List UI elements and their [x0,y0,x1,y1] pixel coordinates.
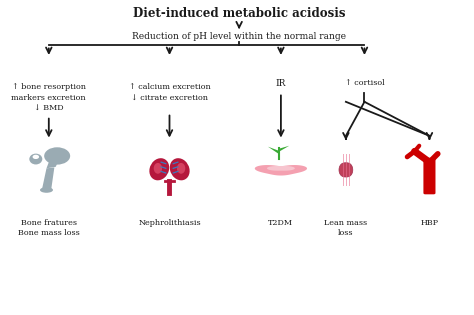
FancyBboxPatch shape [423,158,436,194]
Text: HBP: HBP [420,219,438,227]
Ellipse shape [33,155,39,159]
Text: ↑ calcium excretion
↓ citrate excretion: ↑ calcium excretion ↓ citrate excretion [128,83,210,102]
Text: Bone fratures
Bone mass loss: Bone fratures Bone mass loss [18,219,80,237]
Text: Lean mass
loss: Lean mass loss [324,219,367,237]
Ellipse shape [40,187,53,193]
Text: IR: IR [276,78,286,88]
Text: Diet-induced metabolic acidosis: Diet-induced metabolic acidosis [133,7,346,20]
Ellipse shape [154,163,162,174]
Polygon shape [279,146,289,152]
Polygon shape [42,167,55,190]
Polygon shape [46,156,60,168]
Text: ↑ cortisol: ↑ cortisol [345,78,384,87]
Polygon shape [267,166,295,171]
Polygon shape [268,147,279,154]
Circle shape [44,147,70,165]
Ellipse shape [177,163,185,174]
Ellipse shape [170,158,190,180]
Polygon shape [255,165,307,175]
Ellipse shape [149,158,169,180]
Text: T2DM: T2DM [268,219,293,227]
Text: Reduction of pH level within the normal range: Reduction of pH level within the normal … [132,32,346,41]
Ellipse shape [29,154,42,164]
Text: ↑ bone resorption
markers excretion
↓ BMD: ↑ bone resorption markers excretion ↓ BM… [11,83,86,112]
Polygon shape [339,163,353,177]
Text: Nephrolithiasis: Nephrolithiasis [138,219,201,227]
